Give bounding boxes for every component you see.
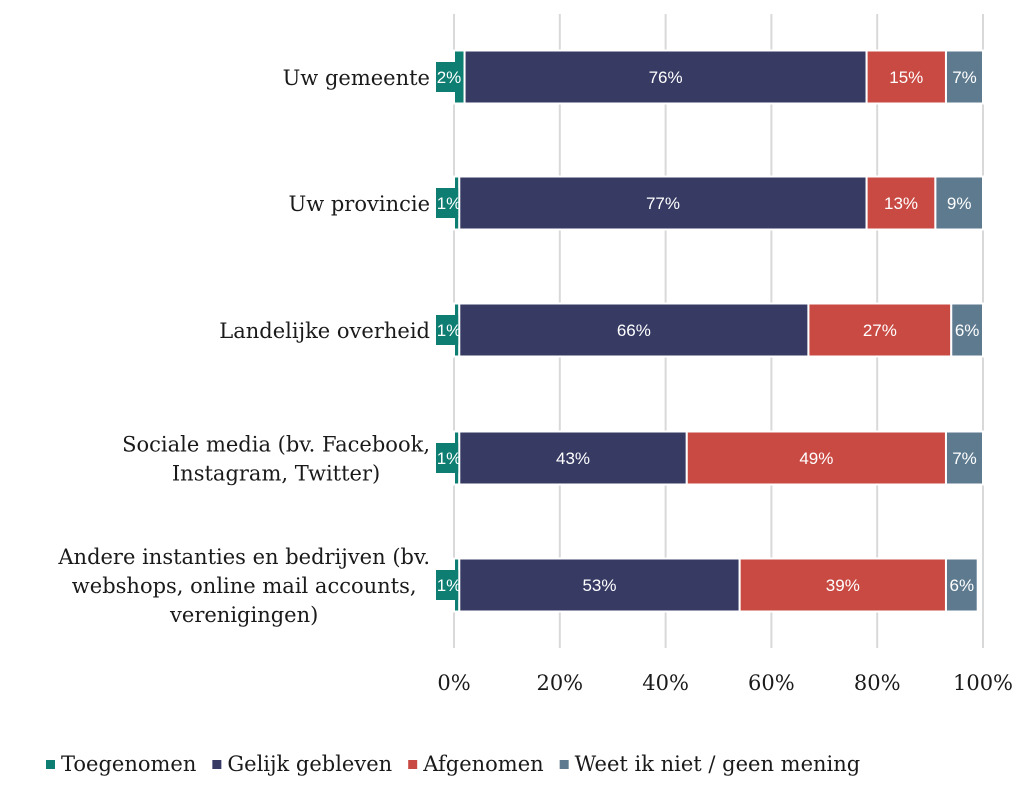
category-label: Uw provincie (289, 192, 430, 216)
data-label: 7% (952, 449, 977, 468)
x-tick-label: 0% (437, 671, 470, 695)
data-label: 43% (556, 449, 590, 468)
data-label-box (951, 443, 978, 473)
data-label-box (436, 315, 462, 345)
data-label: 53% (582, 576, 616, 595)
data-label: 76% (649, 68, 683, 87)
bar-segment-gelijk-gebleven (458, 302, 810, 358)
data-label: 2% (437, 68, 462, 87)
bar-segment-afgenomen (685, 430, 947, 486)
data-label-box (436, 443, 462, 473)
data-label: 49% (799, 449, 833, 468)
legend-swatch (559, 760, 569, 769)
legend-label: Afgenomen (422, 752, 543, 776)
data-label: 6% (955, 321, 980, 340)
data-label: 9% (947, 194, 972, 213)
bar-segment-gelijk-gebleven (458, 430, 688, 486)
data-label: 6% (950, 576, 975, 595)
bar-segment-gelijk-gebleven (458, 557, 741, 613)
data-label-box (436, 188, 462, 218)
data-label: 13% (884, 194, 918, 213)
legend-swatch (46, 760, 55, 769)
x-tick-label: 80% (854, 671, 901, 695)
x-tick-label: 100% (953, 671, 1013, 695)
data-label: 1% (437, 321, 462, 340)
category-label: Uw gemeente (283, 66, 430, 90)
data-label-box (436, 62, 462, 92)
legend: Toegenomen Gelijk gebleven Afgenomen Weet i… (46, 752, 860, 776)
bar-segment-afgenomen (865, 175, 937, 231)
data-label: 66% (617, 321, 651, 340)
legend-swatch (212, 760, 222, 769)
bar-series: 2% 76% 15% 7% 1% 77% 13% 9% 1% 66% 27% 6% 1% 43% 49% 7%… (436, 49, 985, 613)
data-label-box (948, 570, 975, 600)
category-label: Andere instanties en bedrijven (bv. websh… (57, 545, 430, 627)
bar-segment-weet-ik-niet-geen-mening (934, 175, 985, 231)
data-label: 77% (646, 194, 680, 213)
data-label-box (951, 62, 978, 92)
legend-label: Gelijk gebleven (227, 752, 392, 776)
category-label: Sociale media (bv. Facebook, Instagram, T… (122, 433, 430, 486)
data-label: 15% (889, 68, 923, 87)
category-label: Landelijke overheid (219, 319, 430, 343)
legend-label: Toegenomen (61, 752, 196, 776)
category-labels: Uw gemeente Uw provincie Landelijke overhe… (57, 66, 430, 627)
bar-segment-gelijk-gebleven (463, 49, 868, 105)
bar-segment-afgenomen (865, 49, 947, 105)
x-axis-ticks: 0% 20% 40% 60% 80% 100% (437, 671, 1013, 695)
data-label: 39% (826, 576, 860, 595)
data-label: 1% (437, 194, 462, 213)
x-tick-label: 20% (536, 671, 583, 695)
data-label: 7% (952, 68, 977, 87)
x-tick-label: 60% (748, 671, 795, 695)
data-label-box (436, 570, 462, 600)
legend-swatch (408, 760, 418, 769)
legend-label: Weet ik niet / geen mening (575, 752, 861, 776)
data-label: 1% (437, 576, 462, 595)
data-label: 27% (863, 321, 897, 340)
x-tick-label: 40% (642, 671, 689, 695)
data-label-box (954, 315, 981, 345)
data-label: 1% (437, 449, 462, 468)
bar-segment-afgenomen (807, 302, 953, 358)
